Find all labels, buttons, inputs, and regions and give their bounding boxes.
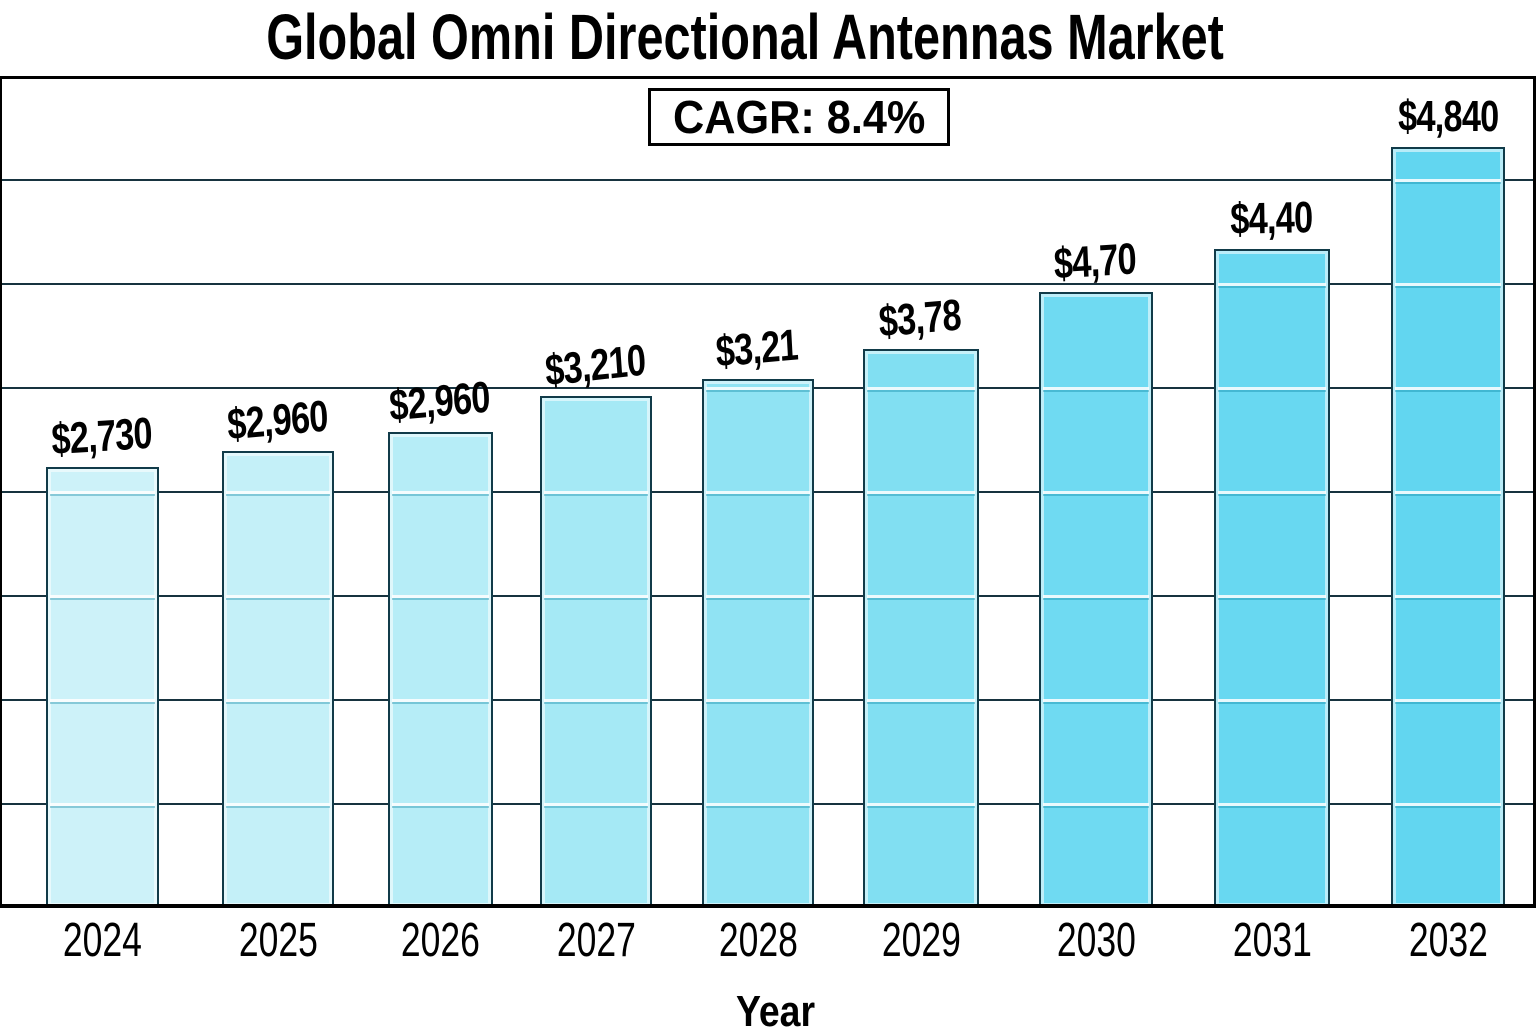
bar-2029 [863, 349, 979, 908]
bar-gridline-groove [544, 491, 648, 496]
x-tick-label: 2025 [238, 914, 318, 967]
bar-gridline-groove [1395, 699, 1501, 704]
bar-value-label: $4,840 [1397, 92, 1499, 141]
bar-gridline-groove [1395, 595, 1501, 600]
bar-gridline-groove [392, 803, 489, 808]
bar-gridline-groove [706, 595, 810, 600]
x-tick-label: 2030 [1056, 914, 1136, 967]
bar-2028 [702, 379, 814, 908]
x-tick-label: 2028 [718, 914, 798, 967]
x-tick-label-row: 2031 [1172, 916, 1372, 968]
bar-gridline-groove [50, 803, 155, 808]
x-tick-label: 2031 [1232, 914, 1312, 967]
bar-gridline-groove [392, 491, 489, 496]
bar-value-label-row: $4,40 [1072, 193, 1472, 247]
bar-2025 [222, 451, 334, 908]
x-axis-title-row: Year [575, 988, 975, 1036]
bar-gridline-groove [867, 699, 975, 704]
cagr-annotation-box: CAGR: 8.4% [648, 88, 950, 146]
plot-border-left [0, 76, 2, 908]
bar-2031 [1214, 249, 1330, 908]
bar-gridline-groove [1395, 803, 1501, 808]
bar-gridline-groove [706, 699, 810, 704]
bar-gridline-groove [706, 803, 810, 808]
bar-gridline-groove [1395, 179, 1501, 184]
plot-border-top [0, 76, 1536, 79]
bar-gridline-groove [1395, 283, 1501, 288]
x-tick-label-row: 2029 [821, 916, 1021, 968]
x-tick-label: 2032 [1408, 914, 1488, 967]
x-tick-label-row: 2032 [1348, 916, 1536, 968]
x-tick-label: 2026 [400, 914, 481, 967]
x-tick-label-row: 2025 [178, 916, 378, 968]
x-tick-label-row: 2024 [3, 916, 203, 968]
bar-2026 [388, 432, 493, 908]
bar-gridline-groove [1043, 699, 1149, 704]
bar-2032 [1391, 147, 1505, 908]
bar-2024 [46, 467, 159, 908]
bar-gridline-groove [544, 595, 648, 600]
bar-gridline-groove [867, 595, 975, 600]
plot-area: $2,730 $2,960 $2,960 $3,210 $3,21 $3,78 $4,70 $… [0, 76, 1536, 908]
x-tick-label-row: 2026 [341, 916, 541, 968]
bar-2030 [1039, 292, 1153, 908]
bar-gridline-groove [226, 491, 330, 496]
bar-gridline-groove [1043, 387, 1149, 392]
cagr-annotation-text: CAGR: 8.4% [672, 91, 926, 143]
plot-border-right [1533, 76, 1536, 908]
gridline [0, 179, 1536, 181]
bar-value-label: $3,78 [877, 290, 963, 347]
bar-gridline-groove [1395, 491, 1501, 496]
bar-gridline-groove [392, 699, 489, 704]
bar-gridline-groove [1218, 699, 1326, 704]
gridline [0, 283, 1536, 285]
bar-gridline-groove [1218, 595, 1326, 600]
bar-gridline-groove [706, 387, 810, 392]
x-axis-title: Year [735, 987, 815, 1036]
bar-gridline-groove [1395, 387, 1501, 392]
bar-2027 [540, 396, 652, 908]
bar-gridline-groove [867, 491, 975, 496]
bar-gridline-groove [226, 595, 330, 600]
x-tick-label-row: 2028 [658, 916, 858, 968]
bar-gridline-groove [1043, 491, 1149, 496]
x-tick-label: 2029 [881, 914, 961, 967]
x-tick-label: 2027 [556, 914, 636, 967]
x-tick-label-row: 2027 [496, 916, 696, 968]
bar-gridline-groove [50, 595, 155, 600]
x-tick-label-row: 2030 [996, 916, 1196, 968]
bar-gridline-groove [50, 491, 155, 496]
bar-value-label: $4,40 [1230, 193, 1314, 244]
bar-gridline-groove [392, 595, 489, 600]
bar-gridline-groove [1218, 491, 1326, 496]
x-axis-line [0, 904, 1536, 908]
bar-gridline-groove [226, 803, 330, 808]
bar-gridline-groove [1218, 803, 1326, 808]
bar-gridline-groove [226, 699, 330, 704]
chart-title-row: Global Omni Directional Antennas Market [0, 2, 1490, 72]
bar-gridline-groove [1218, 387, 1326, 392]
bar-gridline-groove [1218, 283, 1326, 288]
bar-gridline-groove [1043, 803, 1149, 808]
bar-value-label-row: $3,78 [721, 290, 1121, 347]
bar-gridline-groove [50, 699, 155, 704]
bar-gridline-groove [544, 699, 648, 704]
bar-gridline-groove [867, 803, 975, 808]
bar-gridline-groove [1043, 595, 1149, 600]
bar-gridline-groove [706, 491, 810, 496]
chart-title: Global Omni Directional Antennas Market [266, 1, 1224, 73]
x-tick-label: 2024 [62, 914, 143, 967]
bar-value-label-row: $4,840 [1248, 91, 1536, 145]
bar-gridline-groove [544, 803, 648, 808]
bar-gridline-groove [867, 387, 975, 392]
